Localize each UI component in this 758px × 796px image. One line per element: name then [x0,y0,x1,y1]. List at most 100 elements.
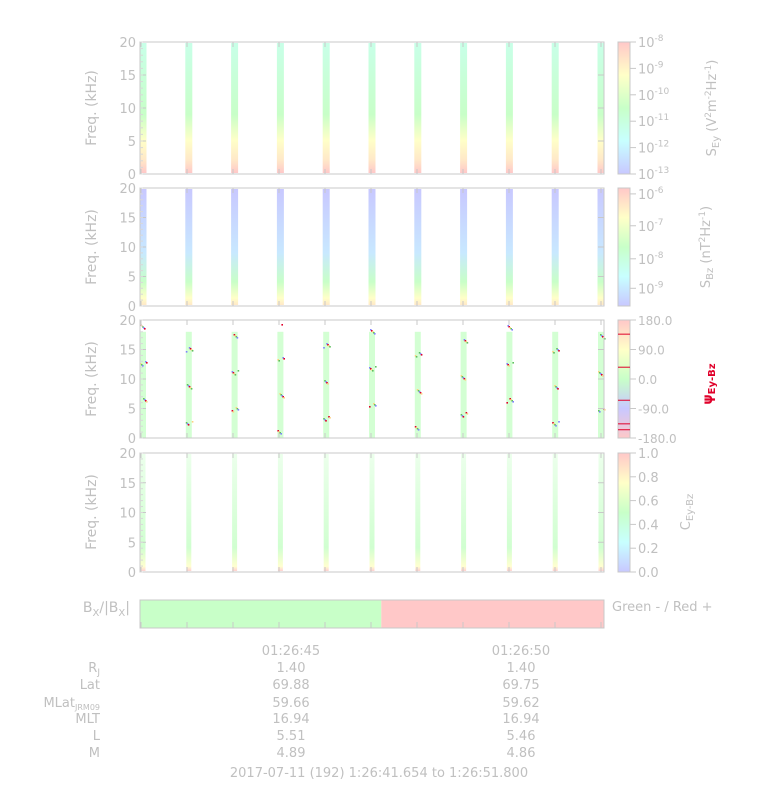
colorbar-tick-label: 0.4 [638,518,659,533]
y-tick-label: 0 [128,432,136,447]
colorbar-tick-label: 0.2 [638,542,659,557]
time-label: 01:26:45 [261,644,321,659]
colorbar-markers [618,333,630,431]
burst-column [505,189,513,305]
colorbar-tick-label: 10-9 [638,280,664,297]
phase-point [327,344,329,346]
phase-point [419,353,422,355]
colorbar-ticks: 10-6 10-7 10-8 10-9 [630,186,664,297]
phase-point [143,398,145,400]
phase-point [555,425,557,427]
phase-point [235,407,238,409]
burst-column [369,454,375,571]
phase-point [231,410,234,412]
colorbar-tick-label: -180.0 [638,432,677,446]
phase-point [558,421,560,423]
burst-column [414,331,421,438]
phase-point [283,358,285,360]
phase-point [190,349,193,351]
y-tick-label: 5 [128,271,136,286]
phase-point [604,409,606,411]
burst-columns [140,324,606,438]
phase-point [462,416,465,418]
burst-column [460,43,468,173]
phase-point [189,348,192,350]
y-axis: 0 5 10 15 20 [119,447,604,581]
burst-column [551,43,559,173]
phase-point [466,413,469,415]
ephem-value: 5.46 [506,729,536,744]
phase-point [370,368,372,370]
phase-point [599,372,601,374]
phase-point [554,424,556,426]
phase-point [236,408,239,410]
phase-point [328,416,330,418]
phase-point [416,428,419,430]
burst-column [505,43,513,173]
burst-column [552,331,559,438]
burst-column [461,454,467,571]
phase-point [325,381,327,383]
row-label-lat: Lat [79,678,100,693]
phase-point [418,391,421,393]
phase-point [552,351,554,353]
colorbar-tick-label: 10-7 [638,218,664,235]
row-label-mlt: MLT [75,712,100,727]
y-tick-label: 10 [119,507,136,522]
phase-point [598,371,600,373]
colorbar-label: SBz (nT2Hz-1) [698,206,716,288]
colorbar-tick-label: 90.0 [638,344,665,358]
time-label: 01:26:50 [491,644,551,659]
phase-point [420,393,423,395]
phase-point [329,417,331,419]
y-tick-label: 5 [128,135,136,150]
colorbar-tick-label: 10-13 [638,166,669,183]
phase-point [463,339,466,341]
colorbar [617,187,631,307]
phase-point [556,348,558,350]
phase-point [460,375,463,377]
phase-point [278,360,280,362]
panel-phase: 0 5 10 15 20 Freq. (kHz) 180.0 90.0 0.0 -90.0 -1… [84,314,718,447]
phase-point [146,362,148,364]
ephem-value: 69.75 [502,678,540,693]
colorbar-tick-label: 0.6 [638,495,659,510]
phase-point [142,326,144,328]
colorbar-tick-label: 1.0 [638,447,659,462]
phase-point [282,357,284,359]
burst-column [551,189,559,305]
phase-point [415,427,418,429]
phase-point [145,400,147,402]
phase-point [598,410,600,412]
colorbar-tick-label: 0.0 [638,566,659,581]
phase-point [372,331,374,333]
row-label-rj: RJ [88,661,100,678]
burst-column [322,189,330,305]
colorbar-label: SEy (V2m-2Hz-1) [704,60,722,157]
time-range-footer: 2017-07-11 (192) 1:26:41.654 to 1:26:51.… [229,766,529,781]
colorbar [617,319,631,439]
y-tick-label: 5 [128,536,136,551]
phase-point [279,432,281,434]
y-tick-label: 15 [119,69,136,84]
burst-column [415,454,421,571]
ephem-value: 16.94 [272,712,310,727]
y-tick-label: 0 [128,168,136,183]
colorbar [617,41,631,175]
y-tick-label: 20 [119,36,136,51]
phase-point [460,414,463,416]
y-tick-label: 20 [119,314,136,329]
phase-point [554,385,556,387]
phase-point [463,378,466,380]
ephem-value: 1.40 [506,661,536,676]
phase-point [509,327,511,329]
burst-column [231,331,238,438]
phase-point [279,393,281,395]
phase-point [237,370,240,372]
phase-point [324,380,326,382]
ephem-value: 59.62 [502,696,540,711]
phase-point [509,398,511,400]
